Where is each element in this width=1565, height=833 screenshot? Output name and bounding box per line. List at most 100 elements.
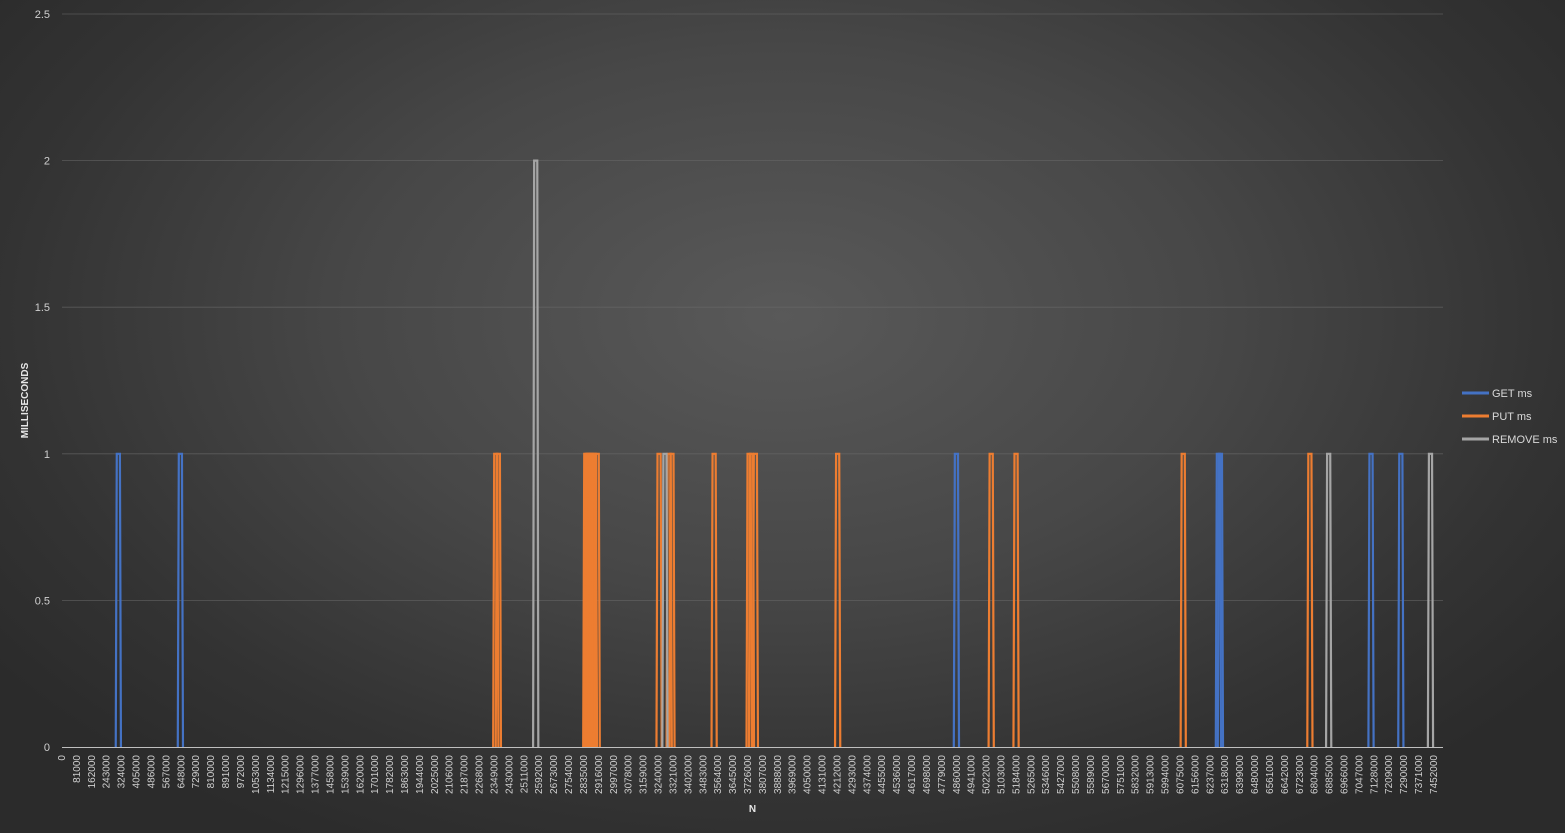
x-tick-label: 1863000 <box>400 755 411 794</box>
x-tick-label: 4293000 <box>847 755 858 794</box>
data-point <box>1012 452 1020 748</box>
x-tick-label: 3969000 <box>788 755 799 794</box>
x-tick-label: 486000 <box>146 755 157 789</box>
y-axis-ticks: 0 0.5 1 1.5 2 2.5 <box>35 9 50 754</box>
x-tick-label: 3321000 <box>668 755 679 794</box>
data-point <box>987 452 995 748</box>
x-tick-label: 5427000 <box>1056 755 1067 794</box>
x-tick-label: 1944000 <box>415 755 426 794</box>
x-axis-title: N <box>749 804 756 815</box>
x-tick-label: 4617000 <box>907 755 918 794</box>
x-tick-label: 4860000 <box>952 755 963 794</box>
y-tick-label: 0.5 <box>35 595 50 607</box>
x-tick-label: 3483000 <box>698 755 709 794</box>
x-tick-label: 2025000 <box>430 755 441 794</box>
y-tick-label: 1.5 <box>35 302 50 314</box>
legend-label: PUT ms <box>1492 411 1532 423</box>
x-tick-label: 4212000 <box>832 755 843 794</box>
x-axis-ticks: 0 81000 162000 243000 324000 405000 486000 5670… <box>57 755 1440 794</box>
x-tick-label: 1782000 <box>385 755 396 794</box>
x-tick-label: 3078000 <box>624 755 635 794</box>
x-tick-label: 6399000 <box>1235 755 1246 794</box>
x-tick-label: 7047000 <box>1354 755 1365 794</box>
x-tick-label: 7209000 <box>1384 755 1395 794</box>
x-tick-label: 5589000 <box>1086 755 1097 794</box>
data-point <box>655 452 663 748</box>
x-tick-label: 1701000 <box>370 755 381 794</box>
x-tick-label: 5022000 <box>982 755 993 794</box>
x-tick-label: 1134000 <box>266 755 277 794</box>
data-point <box>751 452 760 748</box>
x-tick-label: 7452000 <box>1429 755 1440 794</box>
x-tick-label: 4374000 <box>862 755 873 794</box>
data-point <box>1397 452 1405 748</box>
x-tick-label: 1215000 <box>281 755 292 794</box>
data-point <box>176 452 185 748</box>
x-tick-label: 2106000 <box>445 755 456 794</box>
x-tick-label: 2187000 <box>460 755 471 794</box>
data-point <box>1216 452 1225 748</box>
data-point <box>1367 452 1375 748</box>
x-tick-label: 5103000 <box>997 755 1008 794</box>
data-point <box>532 159 540 748</box>
x-tick-label: 6561000 <box>1265 755 1276 794</box>
x-tick-label: 2430000 <box>504 755 515 794</box>
x-tick-label: 1053000 <box>251 755 262 794</box>
x-tick-label: 3807000 <box>758 755 769 794</box>
x-tick-label: 2754000 <box>564 755 575 794</box>
x-tick-label: 891000 <box>221 755 232 789</box>
x-tick-label: 4698000 <box>922 755 933 794</box>
data-point <box>590 452 599 748</box>
x-tick-label: 5670000 <box>1101 755 1112 794</box>
x-tick-label: 0 <box>57 755 68 761</box>
x-tick-label: 5832000 <box>1131 755 1142 794</box>
x-tick-label: 5913000 <box>1146 755 1157 794</box>
x-tick-label: 6318000 <box>1220 755 1231 794</box>
data-point <box>1306 452 1314 748</box>
legend: GET ms PUT ms REMOVE ms <box>1462 388 1558 446</box>
x-tick-label: 405000 <box>132 755 143 789</box>
data-point <box>952 452 961 748</box>
x-tick-label: 2673000 <box>549 755 560 794</box>
x-tick-label: 3402000 <box>683 755 694 794</box>
data-point <box>710 452 718 748</box>
y-tick-label: 0 <box>44 742 50 754</box>
x-tick-label: 324000 <box>117 755 128 789</box>
x-tick-label: 5184000 <box>1011 755 1022 794</box>
x-tick-label: 5508000 <box>1071 755 1082 794</box>
x-tick-label: 1377000 <box>311 755 322 794</box>
x-tick-label: 6075000 <box>1175 755 1186 794</box>
x-tick-label: 2268000 <box>475 755 486 794</box>
data-point <box>661 452 669 748</box>
data-point <box>494 452 503 748</box>
x-tick-label: 6966000 <box>1340 755 1351 794</box>
x-tick-label: 6885000 <box>1325 755 1336 794</box>
x-tick-label: 5994000 <box>1161 755 1172 794</box>
series-get-ms <box>114 452 1405 748</box>
x-tick-label: 4779000 <box>937 755 948 794</box>
x-tick-label: 2511000 <box>519 755 530 794</box>
x-tick-label: 4050000 <box>803 755 814 794</box>
data-point <box>833 452 842 748</box>
x-tick-label: 2916000 <box>594 755 605 794</box>
x-tick-label: 648000 <box>176 755 187 789</box>
x-tick-label: 81000 <box>72 755 83 783</box>
x-tick-label: 5751000 <box>1116 755 1127 794</box>
x-tick-label: 1539000 <box>340 755 351 794</box>
x-tick-label: 5265000 <box>1026 755 1037 794</box>
x-tick-label: 3240000 <box>654 755 665 794</box>
x-tick-label: 3564000 <box>713 755 724 794</box>
x-tick-label: 6804000 <box>1310 755 1321 794</box>
x-tick-label: 729000 <box>191 755 202 789</box>
chart-series <box>114 159 1435 748</box>
x-tick-label: 6642000 <box>1280 755 1291 794</box>
x-tick-label: 162000 <box>87 755 98 789</box>
gridlines <box>62 13 1443 601</box>
x-tick-label: 6723000 <box>1295 755 1306 794</box>
x-tick-label: 7128000 <box>1369 755 1380 794</box>
x-tick-label: 2349000 <box>489 755 500 794</box>
x-tick-label: 5346000 <box>1041 755 1052 794</box>
x-tick-label: 4941000 <box>967 755 978 794</box>
series-remove-ms <box>532 159 1435 748</box>
x-tick-label: 7371000 <box>1414 755 1425 794</box>
